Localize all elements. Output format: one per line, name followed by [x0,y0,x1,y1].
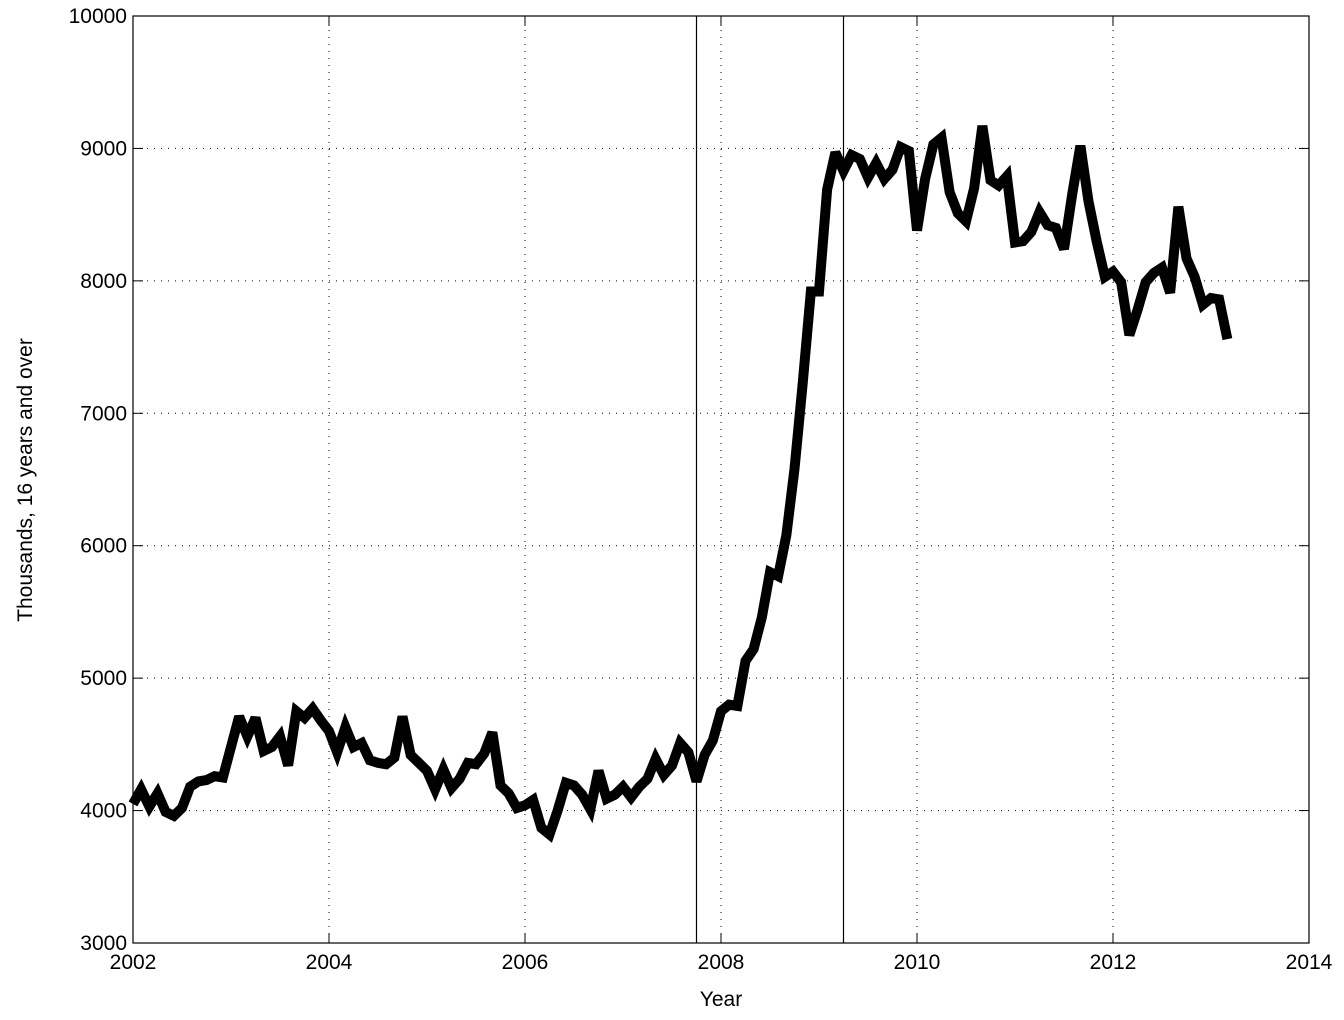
y-tick-label: 9000 [80,137,127,160]
y-tick-label: 6000 [80,535,127,558]
plot-area [133,16,1309,943]
x-axis-label: Year [700,988,742,1011]
y-tick-label: 10000 [69,5,127,28]
plot-frame [132,15,1310,944]
y-axis-label: Thousands, 16 years and over [14,338,37,622]
y-tick-label: 4000 [80,800,127,823]
x-tick-label: 2002 [110,951,157,974]
y-tick-label: 8000 [80,270,127,293]
x-tick-label: 2004 [306,951,353,974]
y-tick-label: 7000 [80,402,127,425]
x-tick-label: 2008 [698,951,745,974]
y-tick-label: 5000 [80,667,127,690]
x-tick-label: 2014 [1286,951,1333,974]
y-tick-label: 3000 [80,932,127,955]
x-tick-label: 2006 [502,951,549,974]
x-tick-label: 2012 [1090,951,1137,974]
x-tick-label: 2010 [894,951,941,974]
data-line [128,125,1233,843]
